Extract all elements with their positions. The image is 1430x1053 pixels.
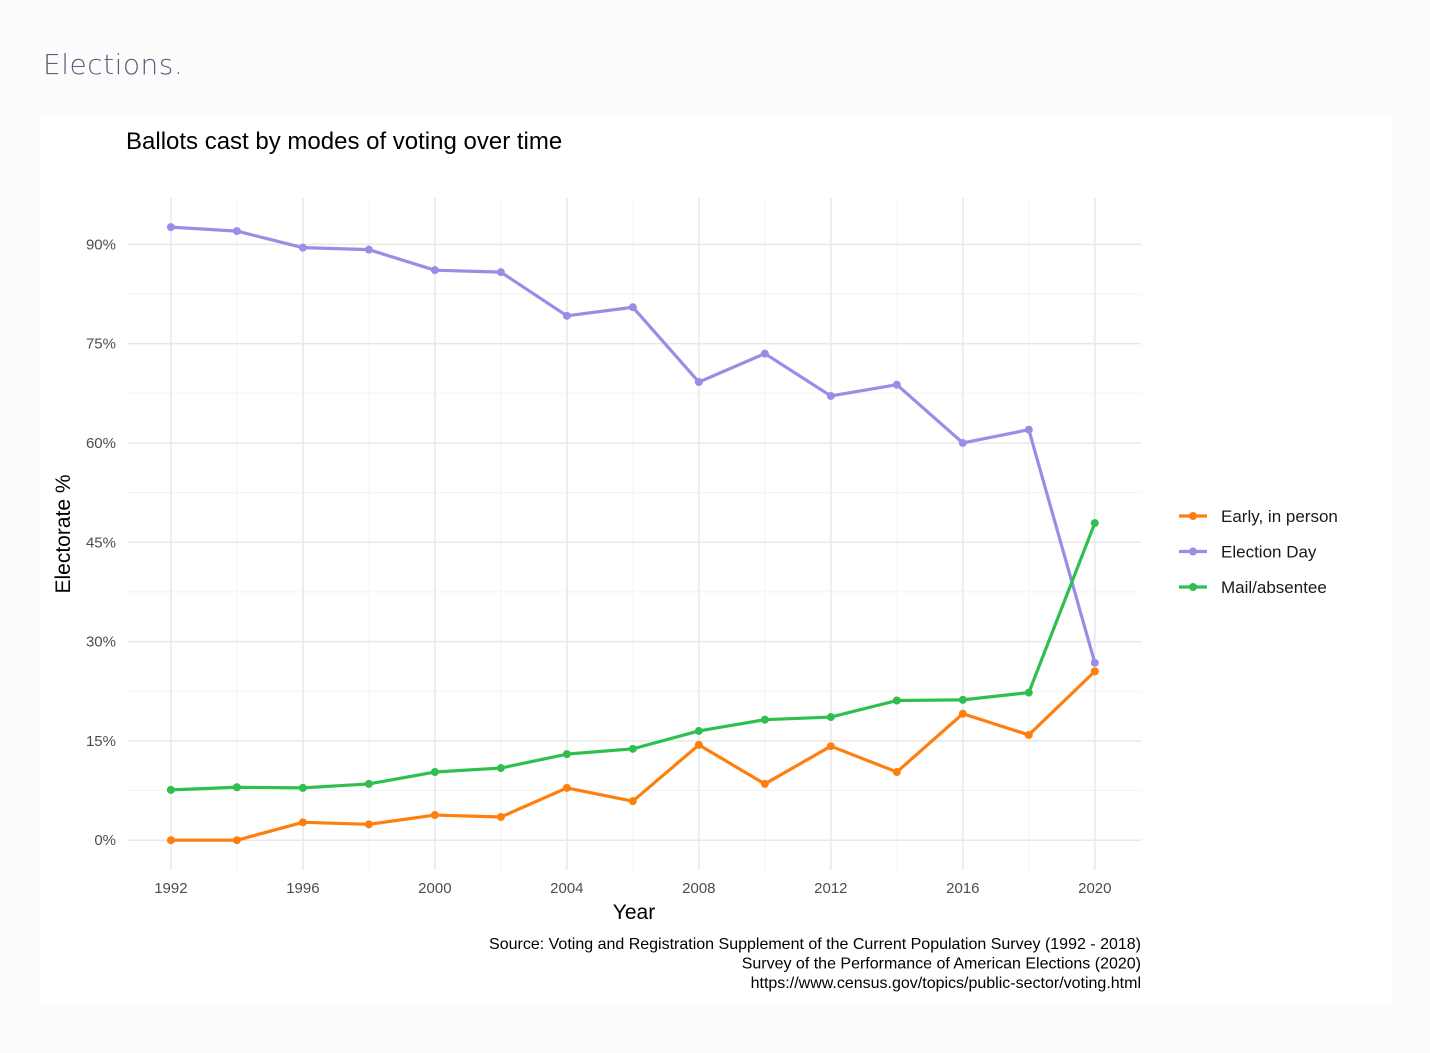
- data-point: [628, 744, 637, 753]
- data-point: [892, 696, 901, 705]
- caption-line: Survey of the Performance of American El…: [742, 956, 1141, 973]
- data-point: [496, 813, 505, 822]
- data-point: [892, 768, 901, 777]
- data-point: [166, 836, 175, 845]
- legend-key-point: [1189, 583, 1197, 591]
- data-point: [1024, 425, 1033, 434]
- data-point: [232, 836, 241, 845]
- x-tick-label: 2008: [682, 880, 715, 897]
- x-axis-label: Year: [613, 901, 655, 924]
- data-point: [760, 715, 769, 724]
- data-point: [760, 349, 769, 358]
- data-point: [232, 227, 241, 236]
- data-point: [826, 713, 835, 722]
- data-point: [430, 768, 439, 777]
- data-point: [694, 726, 703, 735]
- data-point: [364, 779, 373, 788]
- y-tick-label: 90%: [86, 236, 116, 253]
- data-point: [892, 380, 901, 389]
- y-tick-label: 0%: [94, 832, 116, 849]
- data-point: [430, 266, 439, 275]
- legend-label: Early, in person: [1221, 507, 1338, 526]
- data-point: [298, 243, 307, 252]
- legend-key-point: [1189, 512, 1197, 520]
- data-point: [628, 303, 637, 312]
- data-point: [1090, 658, 1099, 667]
- x-tick-label: 2016: [946, 880, 979, 897]
- data-point: [958, 438, 967, 447]
- legend-label: Mail/absentee: [1221, 578, 1327, 597]
- data-point: [562, 311, 571, 320]
- y-tick-label: 60%: [86, 435, 116, 452]
- caption-line: https://www.census.gov/topics/public-sec…: [751, 975, 1141, 992]
- data-point: [298, 783, 307, 792]
- x-tick-label: 2012: [814, 880, 847, 897]
- data-point: [1090, 519, 1099, 528]
- data-point: [430, 811, 439, 820]
- data-point: [826, 742, 835, 751]
- data-point: [826, 391, 835, 400]
- data-point: [232, 783, 241, 792]
- legend-key-point: [1189, 547, 1197, 556]
- data-point: [694, 740, 703, 749]
- x-tick-label: 1992: [154, 880, 187, 897]
- y-axis-label: Electorate %: [52, 474, 75, 593]
- caption-line: Source: Voting and Registration Suppleme…: [489, 936, 1141, 953]
- x-tick-label: 2000: [418, 880, 451, 897]
- data-point: [562, 783, 571, 792]
- y-tick-label: 45%: [86, 534, 116, 551]
- chart-panel: [40, 118, 1392, 1004]
- data-point: [166, 785, 175, 794]
- data-point: [496, 268, 505, 277]
- data-point: [958, 695, 967, 704]
- data-point: [496, 764, 505, 773]
- x-tick-label: 2020: [1078, 880, 1111, 897]
- data-point: [1090, 667, 1099, 676]
- data-point: [760, 779, 769, 788]
- data-point: [364, 820, 373, 829]
- data-point: [298, 818, 307, 827]
- data-point: [562, 750, 571, 759]
- y-tick-label: 30%: [86, 634, 116, 651]
- x-tick-label: 2004: [550, 880, 583, 897]
- y-tick-label: 15%: [86, 733, 116, 750]
- x-tick-label: 1996: [286, 880, 319, 897]
- data-point: [166, 223, 175, 232]
- data-point: [1024, 730, 1033, 739]
- legend-label: Election Day: [1221, 543, 1317, 562]
- data-point: [1024, 688, 1033, 697]
- y-tick-label: 75%: [86, 336, 116, 353]
- page-heading: Elections.: [43, 48, 184, 81]
- data-point: [364, 245, 373, 254]
- data-point: [958, 709, 967, 718]
- chart-title: Ballots cast by modes of voting over tim…: [126, 128, 562, 155]
- data-point: [628, 797, 637, 806]
- data-point: [694, 378, 703, 387]
